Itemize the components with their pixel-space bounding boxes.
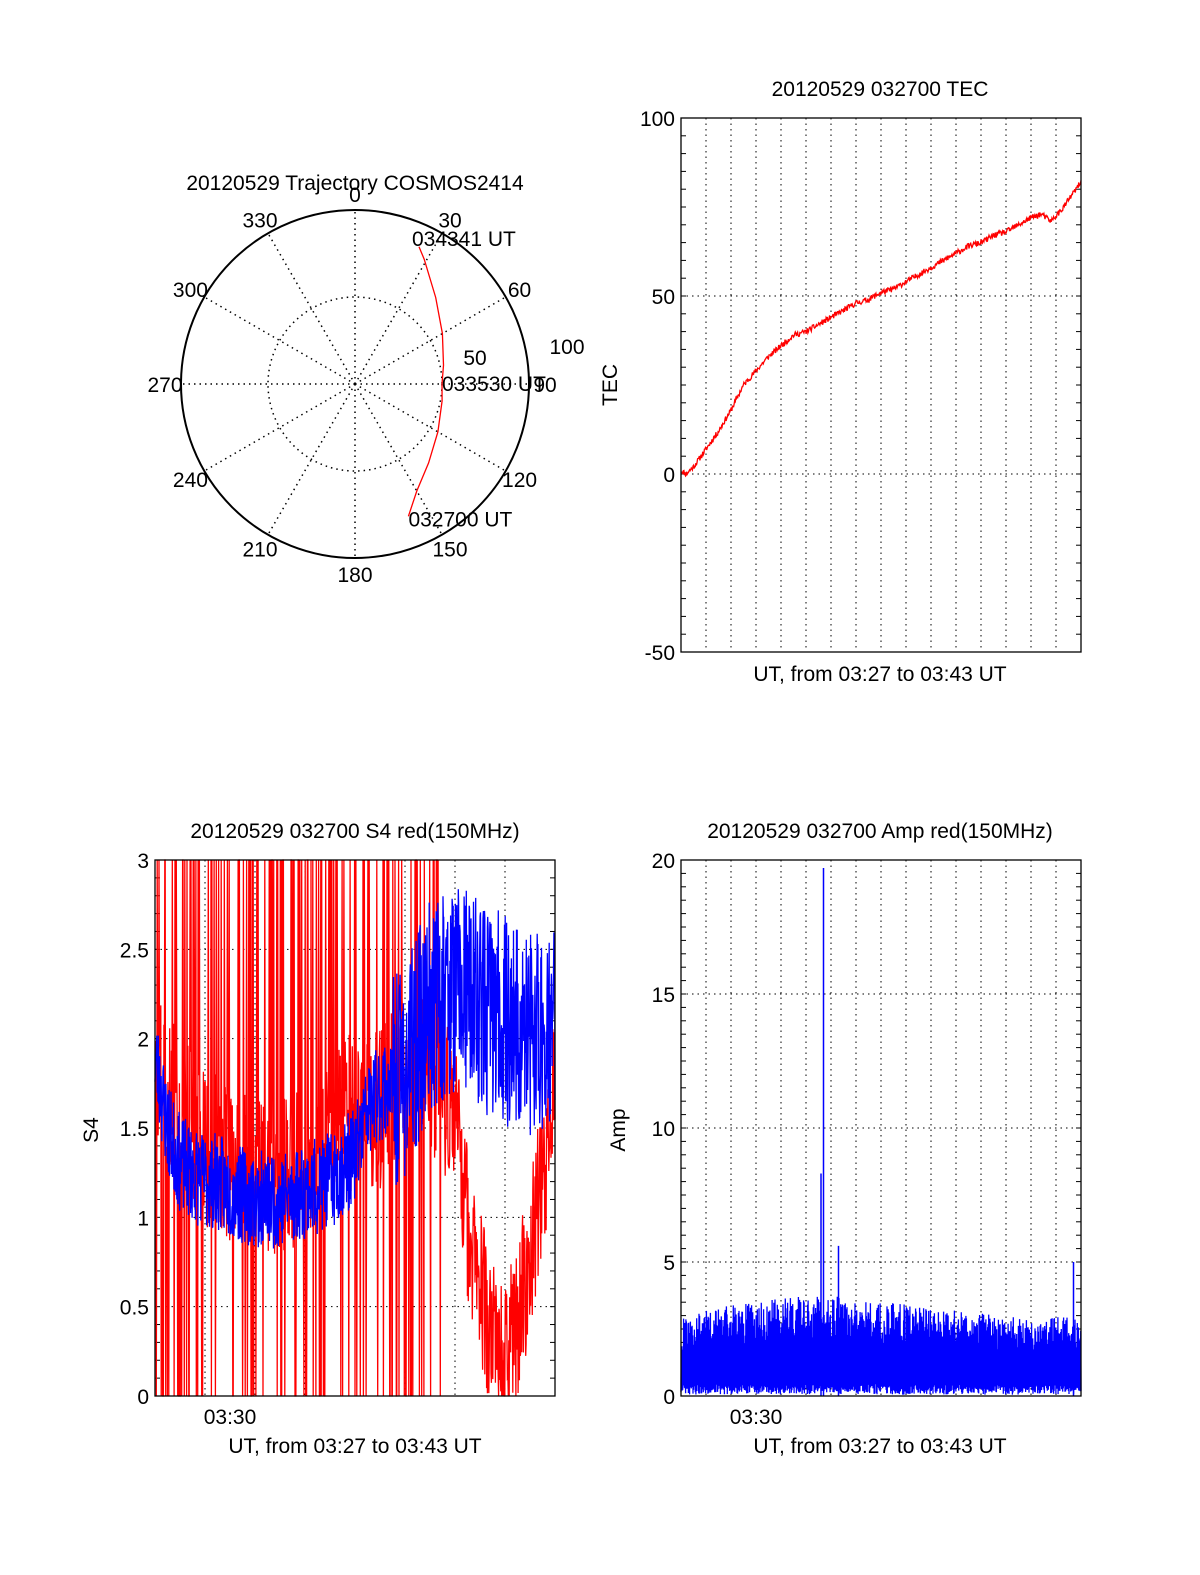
tec-plot-frame xyxy=(680,117,1082,653)
azimuth-label-270: 270 xyxy=(147,374,182,397)
azimuth-label-210: 210 xyxy=(242,539,277,562)
s4-plot-frame xyxy=(154,859,556,1397)
amp-x-axis-label: UT, from 03:27 to 03:43 UT xyxy=(753,1435,1006,1458)
tec-ytick-label: 100 xyxy=(640,108,675,131)
annotation-mid-time: 033530 UT xyxy=(442,373,546,396)
azimuth-label-150: 150 xyxy=(432,539,467,562)
s4-y-axis-label: S4 xyxy=(80,1117,103,1143)
azimuth-label-60: 60 xyxy=(508,279,531,302)
tec-panel: 20120529 032700 TEC -50 0 50 100 TEC UT, fr… xyxy=(599,78,1082,686)
tec-grid xyxy=(681,118,1081,652)
amp-y-axis-label: Amp xyxy=(607,1108,630,1151)
annotation-start-time: 032700 UT xyxy=(408,508,512,531)
s4-ytick-label: 1.5 xyxy=(120,1118,149,1141)
tec-ytick-label: -50 xyxy=(645,642,675,665)
azimuth-label-330: 330 xyxy=(242,209,277,232)
polar-spoke-240 xyxy=(203,383,356,472)
amp-ytick-label: 15 xyxy=(652,984,675,1007)
tec-ytick-label: 0 xyxy=(663,464,675,487)
polar-spoke-210 xyxy=(267,383,356,536)
trajectory-panel: 20120529 Trajectory COSMOS2414 0 30 60 90 12… xyxy=(147,172,584,587)
amp-ytick-label: 5 xyxy=(663,1252,675,1275)
azimuth-label-120: 120 xyxy=(502,469,537,492)
amp-y-tick-labels: 0 5 10 15 20 xyxy=(652,850,675,1409)
amp-ytick-label: 0 xyxy=(663,1386,675,1409)
tec-y-tick-labels: -50 0 50 100 xyxy=(640,108,675,665)
tec-ytick-label: 50 xyxy=(652,286,675,309)
polar-outer-ring xyxy=(180,209,530,559)
amp-plot-frame xyxy=(680,859,1082,1397)
radial-label-50: 50 xyxy=(463,347,486,370)
polar-spoke-300 xyxy=(203,296,356,385)
azimuth-label-180: 180 xyxy=(337,564,372,587)
trajectory-title: 20120529 Trajectory COSMOS2414 xyxy=(186,172,524,195)
azimuth-label-300: 300 xyxy=(173,279,208,302)
s4-x-tick-label: 03:30 xyxy=(204,1406,257,1429)
tec-title: 20120529 032700 TEC xyxy=(772,78,989,101)
azimuth-label-240: 240 xyxy=(173,469,208,492)
s4-ytick-label: 0.5 xyxy=(120,1297,149,1320)
s4-blue-series-line xyxy=(154,889,556,1249)
s4-ytick-label: 0 xyxy=(137,1386,149,1409)
polar-spoke-30 xyxy=(354,232,443,385)
azimuth-label-0: 0 xyxy=(349,184,361,207)
annotation-end-time: 034341 UT xyxy=(412,228,516,251)
amp-title: 20120529 032700 Amp red(150MHz) xyxy=(707,820,1053,843)
s4-ytick-label: 1 xyxy=(137,1207,149,1230)
s4-x-axis-label: UT, from 03:27 to 03:43 UT xyxy=(228,1435,481,1458)
polar-spoke-150 xyxy=(354,383,443,536)
satellite-track xyxy=(407,246,445,517)
s4-y-tick-labels: 0 0.5 1 1.5 2 2.5 3 xyxy=(120,850,149,1409)
radial-label-100: 100 xyxy=(549,336,584,359)
tec-y-axis-label: TEC xyxy=(599,364,622,406)
amp-panel: 20120529 032700 Amp red(150MHz) 0 5 10 15 20… xyxy=(607,820,1082,1458)
amp-ytick-label: 20 xyxy=(652,850,675,873)
s4-ytick-label: 2.5 xyxy=(120,939,149,962)
azimuth-label-30: 30 xyxy=(438,209,461,232)
polar-spoke-120 xyxy=(354,383,507,472)
polar-spoke-330 xyxy=(267,232,356,385)
azimuth-label-90: 90 xyxy=(533,374,556,397)
tec-x-axis-label: UT, from 03:27 to 03:43 UT xyxy=(753,663,1006,686)
s4-title: 20120529 032700 S4 red(150MHz) xyxy=(190,820,519,843)
s4-ytick-label: 3 xyxy=(137,850,149,873)
s4-panel: 20120529 032700 S4 red(150MHz) 0 0.5 1 1.5 2… xyxy=(80,820,556,1458)
amp-spikes xyxy=(820,868,1075,1396)
amp-x-tick-label: 03:30 xyxy=(730,1406,783,1429)
tec-series-line xyxy=(680,180,1082,478)
s4-ytick-label: 2 xyxy=(137,1029,149,1052)
amp-blue-series-line xyxy=(680,1296,1082,1395)
polar-spoke-60 xyxy=(354,296,507,385)
polar-azimuth-labels: 0 30 60 90 120 150 180 210 240 270 300 330 xyxy=(147,184,556,587)
amp-ytick-label: 10 xyxy=(652,1118,675,1141)
